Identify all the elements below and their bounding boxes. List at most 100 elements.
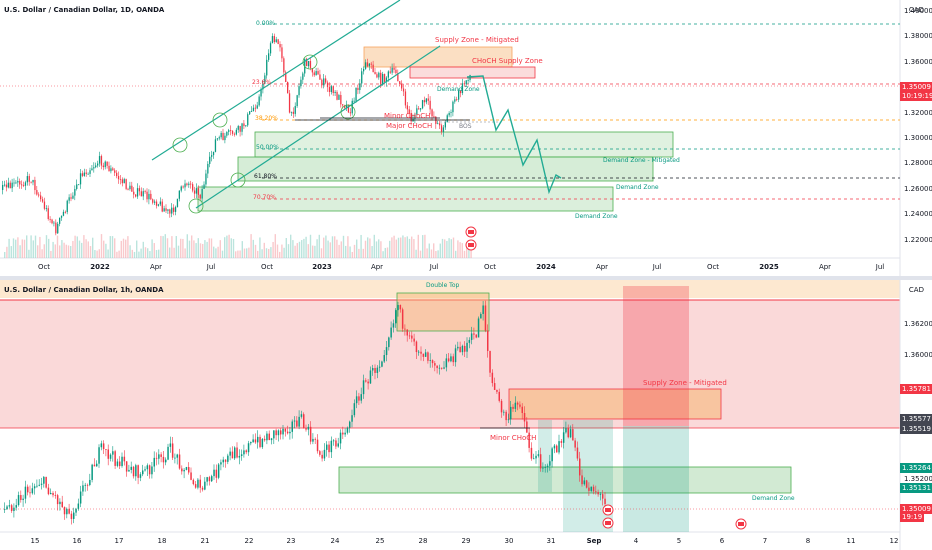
volume-bar (162, 236, 164, 258)
candle-body-hourly (284, 428, 287, 432)
candle-body-hourly (355, 396, 358, 404)
candle-body-hourly (533, 458, 535, 460)
volume-bar (470, 249, 472, 258)
candle-body (34, 179, 36, 191)
candle-body-hourly (447, 358, 450, 362)
candle-body-hourly (82, 485, 84, 492)
candle-body (307, 61, 310, 67)
volume-bar (455, 250, 457, 258)
candle-body (469, 74, 471, 81)
x-tick-label: Oct (483, 263, 497, 271)
volume-bar (411, 236, 413, 258)
candle-body (370, 63, 372, 65)
volume-bar (217, 246, 219, 258)
volume-bar (239, 250, 241, 258)
volume-bar (140, 248, 142, 258)
candle-body-hourly (70, 513, 73, 519)
candle-body (456, 99, 458, 101)
volume-bar (261, 249, 263, 258)
volume-bar (15, 239, 17, 258)
volume-bar (404, 237, 406, 258)
candle-body-hourly (8, 505, 11, 507)
candle-body-hourly (121, 456, 123, 467)
candle-body-hourly (296, 420, 298, 427)
candle-body (313, 72, 315, 76)
candle-body-hourly (109, 454, 112, 459)
candle-body-hourly (98, 447, 100, 464)
candle-body-hourly (231, 451, 234, 459)
candle-body (64, 211, 66, 213)
candle-body (342, 104, 344, 106)
candle-body (89, 170, 91, 174)
candle-body-hourly (50, 492, 52, 495)
candle-body (292, 111, 294, 114)
candle-body (271, 36, 274, 44)
volume-bar (257, 250, 259, 258)
volume-bar (314, 245, 316, 258)
volume-bar (342, 235, 345, 258)
candle-body (239, 126, 241, 132)
x-tick-label: Oct (260, 263, 274, 271)
volume-bar (89, 246, 92, 258)
candle-body (351, 100, 353, 114)
volume-bar (298, 241, 301, 258)
volume-bar (439, 243, 441, 258)
candle-body-hourly (181, 468, 183, 472)
hourly-chart-canvas[interactable] (0, 280, 932, 550)
volume-bar (413, 239, 415, 258)
fib-level-61: 61.80% (254, 173, 277, 180)
candle-body (361, 71, 363, 84)
candle-body-hourly (197, 479, 199, 488)
x-tick-label-hourly: 15 (30, 537, 40, 545)
volume-bar (338, 244, 340, 258)
volume-bar (52, 241, 54, 258)
candle-body-hourly (454, 348, 457, 363)
candle-body (383, 74, 386, 82)
candle-body (203, 184, 205, 189)
volume-bar (83, 235, 85, 258)
volume-bar (39, 236, 41, 258)
daily-chart-panel[interactable]: U.S. Dollar / Canadian Dollar, 1D, OANDA… (0, 0, 932, 276)
candle-body (334, 91, 336, 93)
candle-body (146, 191, 148, 200)
candle-body (408, 109, 410, 114)
hourly-chart-panel[interactable]: U.S. Dollar / Canadian Dollar, 1h, OANDA… (0, 280, 932, 550)
candle-body (197, 188, 199, 195)
volume-bar (446, 240, 448, 258)
candle-body (154, 201, 156, 203)
candle-body-hourly (250, 442, 252, 444)
panel-separator[interactable] (0, 276, 932, 280)
candle-body (60, 215, 63, 218)
candle-body-hourly (93, 464, 96, 467)
y-tick-label-hourly: 1.36200 (904, 320, 932, 328)
volume-bar (230, 238, 232, 258)
demand-zone-1 (237, 156, 654, 182)
candle-body (180, 186, 182, 191)
candle-body (140, 191, 142, 197)
candle-body (150, 193, 152, 200)
candle-body (442, 127, 445, 132)
channel-lower-line (195, 45, 441, 209)
candle-body-hourly (470, 333, 473, 340)
y-tick-label: 1.28000 (904, 159, 932, 168)
volume-bar (426, 248, 428, 258)
daily-chart-canvas[interactable] (0, 0, 932, 276)
volume-bar (147, 248, 149, 258)
candle-body (344, 105, 346, 108)
candle-body-hourly (523, 413, 526, 422)
volume-bar (109, 236, 111, 258)
candle-body-hourly (468, 339, 471, 343)
candle-body (7, 182, 9, 188)
candle-body (336, 91, 338, 100)
y-tick-label: 1.32000 (904, 108, 932, 117)
candle-body-hourly (107, 449, 109, 459)
candle-body (285, 72, 287, 82)
volume-bar (92, 237, 94, 258)
candle-body (254, 107, 256, 109)
volume-bar (111, 236, 114, 258)
y-tick-label: 1.26000 (904, 184, 932, 193)
candle-body-hourly (457, 346, 459, 349)
candle-body (385, 77, 388, 82)
candle-body (41, 199, 44, 202)
candle-body-hourly (443, 367, 445, 369)
